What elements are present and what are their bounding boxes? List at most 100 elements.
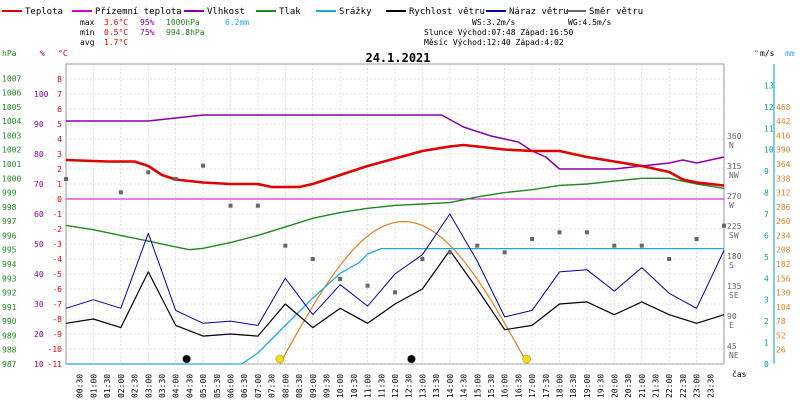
wind-direction-point [475,243,480,248]
rain-tick-label: 78 [776,317,786,326]
time-tick-label: 05:30 [213,374,222,398]
pressure-tick-label: 995 [2,246,17,255]
chart-title: 24.1.2021 [365,51,430,65]
rain-tick-label: 260 [776,217,791,226]
axis-unit-headers: hPa % °C ° m/s mm čas [2,49,795,379]
wind-direction-point [338,277,343,281]
wind-direction-point [64,177,68,181]
time-tick-label: 18:30 [569,374,578,398]
stats-max-label: max [80,18,95,27]
pressure-tick-label: 988 [2,346,17,355]
pressure-tick-label: 1004 [2,117,21,126]
wind-direction-point [694,237,699,241]
pressure-tick-label: 997 [2,217,17,226]
rain-tick-label: 156 [776,274,791,283]
wind-tick-label: 8 [764,189,769,198]
time-tick-label: 12:00 [391,374,400,398]
direction-tick-name: N [729,141,734,150]
legend-label-temp: Teplota [25,7,63,17]
humidity-tick-label: 90 [34,120,44,129]
wind-tick-label: 7 [764,210,769,219]
time-tick-label: 08:30 [295,374,304,398]
time-tick-label: 21:30 [651,374,660,398]
pressure-tick-label: 1000 [2,174,21,183]
time-tick-label: 18:00 [556,374,565,398]
stats-sun: Slunce Východ:07:48 Západ:16:50 [424,28,573,37]
wind-tick-label: 0 [764,360,769,369]
rain-unit-label: mm [785,49,795,58]
temperature-tick-label: -8 [52,315,62,324]
stats-wg: WG:4.5m/s [568,18,612,27]
time-tick-label: 14:30 [460,374,469,398]
time-tick-label: 14:00 [446,374,455,398]
temperature-tick-label: -3 [52,240,62,249]
humidity-tick-label: 100 [34,90,49,99]
time-tick-label: 02:00 [117,374,126,398]
pressure-series-line [65,177,725,251]
wind-tick-label: 4 [764,274,769,283]
temperature-tick-label: -2 [52,225,62,234]
humidity-tick-label: 60 [34,210,44,219]
time-tick-label: 20:00 [610,374,619,398]
sunrise-marker [275,354,285,364]
direction-tick-label: 180 [727,252,742,261]
temperature-tick-label: 2 [57,165,62,174]
direction-tick-name: W [729,201,734,210]
time-tick-label: 03:00 [144,374,153,398]
series [64,114,726,365]
rain-tick-label: 338 [776,174,791,183]
humidity-tick-label: 20 [34,330,44,339]
legend-item-rain: Srážky [316,7,372,17]
temperature-series-line [65,143,725,189]
humidity-series-line [66,114,725,170]
wind-direction-point [557,230,562,235]
direction-tick-label: 45 [727,342,737,351]
time-tick-label: 06:00 [227,374,236,398]
time-tick-label: 10:30 [350,374,359,398]
wind-series-line [65,249,725,337]
time-tick-label: 04:00 [172,374,181,398]
legend-item-press: Tlak [256,7,301,17]
pressure-tick-label: 987 [2,360,17,369]
pressure-tick-label: 990 [2,317,17,326]
temperature-tick-label: -6 [52,285,62,294]
sun-path-line [279,220,529,365]
humidity-tick-label: 80 [34,150,44,159]
time-tick-label: 17:30 [542,374,551,398]
time-tick-label: 15:30 [487,374,496,398]
time-tick-label: 03:30 [158,374,167,398]
pressure-tick-label: 996 [2,231,17,240]
wind-tick-label: 12 [764,103,774,112]
rain-tick-label: 364 [776,160,791,169]
temperature-tick-label: 1 [57,180,62,189]
stats-max-temp: 3.6°C [104,18,128,27]
rain-tick-label: 286 [776,203,791,212]
temperature-tick-label: 0 [57,195,62,204]
stats-avg-temp: 1.7°C [104,38,128,47]
time-tick-label: 07:30 [268,374,277,398]
time-tick-label: 23:00 [693,374,702,398]
wind-tick-label: 2 [764,317,769,326]
stats-rain: 6.2mm [225,18,249,27]
pressure-tick-label: 994 [2,260,17,269]
legend-item-dew: Přízemní teplota [72,7,182,17]
temperature-tick-label: -7 [52,300,62,309]
wind-direction-point [393,290,397,295]
rain-series-line [66,247,724,365]
direction-tick-name: NE [729,351,739,360]
direction-tick-name: SE [729,291,739,300]
pressure-tick-label: 993 [2,274,17,283]
direction-tick-label: 360 [727,132,742,141]
time-tick-label: 22:00 [665,374,674,398]
direction-tick-label: 135 [727,282,742,291]
temperature-tick-label: -1 [52,210,62,219]
axes: 9879889899909919929939949959969979989991… [2,64,791,398]
wind-unit-label: m/s [760,49,775,58]
stats-max-hum: 95% [140,18,155,27]
humidity-tick-label: 40 [34,270,44,279]
temperature-tick-label: 8 [57,75,62,84]
time-tick-label: 17:00 [528,374,537,398]
direction-tick-name: E [729,321,734,330]
time-tick-label: 01:00 [89,374,98,398]
